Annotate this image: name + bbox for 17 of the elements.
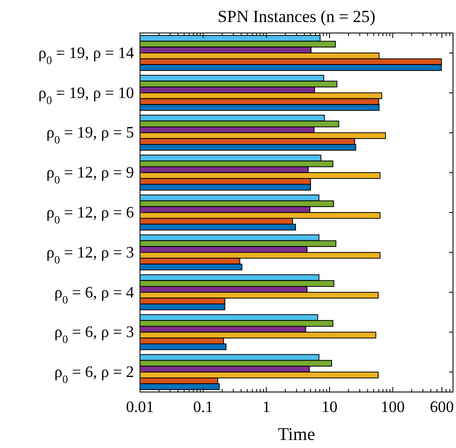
y-tick-label: ρ$_{0}$ = 12, ρ = 9	[46, 164, 134, 187]
y-tick-label: ρ$_{0}$ = 12, ρ = 3	[46, 244, 134, 266]
x-tick-label: 0.1	[193, 399, 214, 416]
chart-title: SPN Instances (n = 25)	[218, 7, 376, 26]
x-tick-label: 0.01	[126, 399, 154, 416]
x-tick-label: 1	[262, 399, 270, 416]
y-tick-label: ρ$_{0}$ = 6, ρ = 3	[54, 324, 134, 346]
x-axis-title: Time	[278, 424, 316, 444]
y-tick-label: ρ$_{0}$ = 19, ρ = 5	[46, 124, 134, 147]
y-tick-label: ρ$_{0}$ = 6, ρ = 2	[54, 364, 134, 386]
x-tick-label: 600	[430, 399, 454, 416]
y-tick-label: ρ$_{0}$ = 19, ρ = 10	[38, 84, 134, 107]
y-tick-label: ρ$_{0}$ = 12, ρ = 6	[46, 204, 134, 226]
x-tick-label: 100	[380, 399, 405, 416]
y-tick-label: ρ$_{0}$ = 19, ρ = 14	[38, 44, 134, 67]
x-tick-label: 10	[322, 399, 338, 416]
y-tick-label: ρ$_{0}$ = 6, ρ = 4	[54, 284, 134, 306]
